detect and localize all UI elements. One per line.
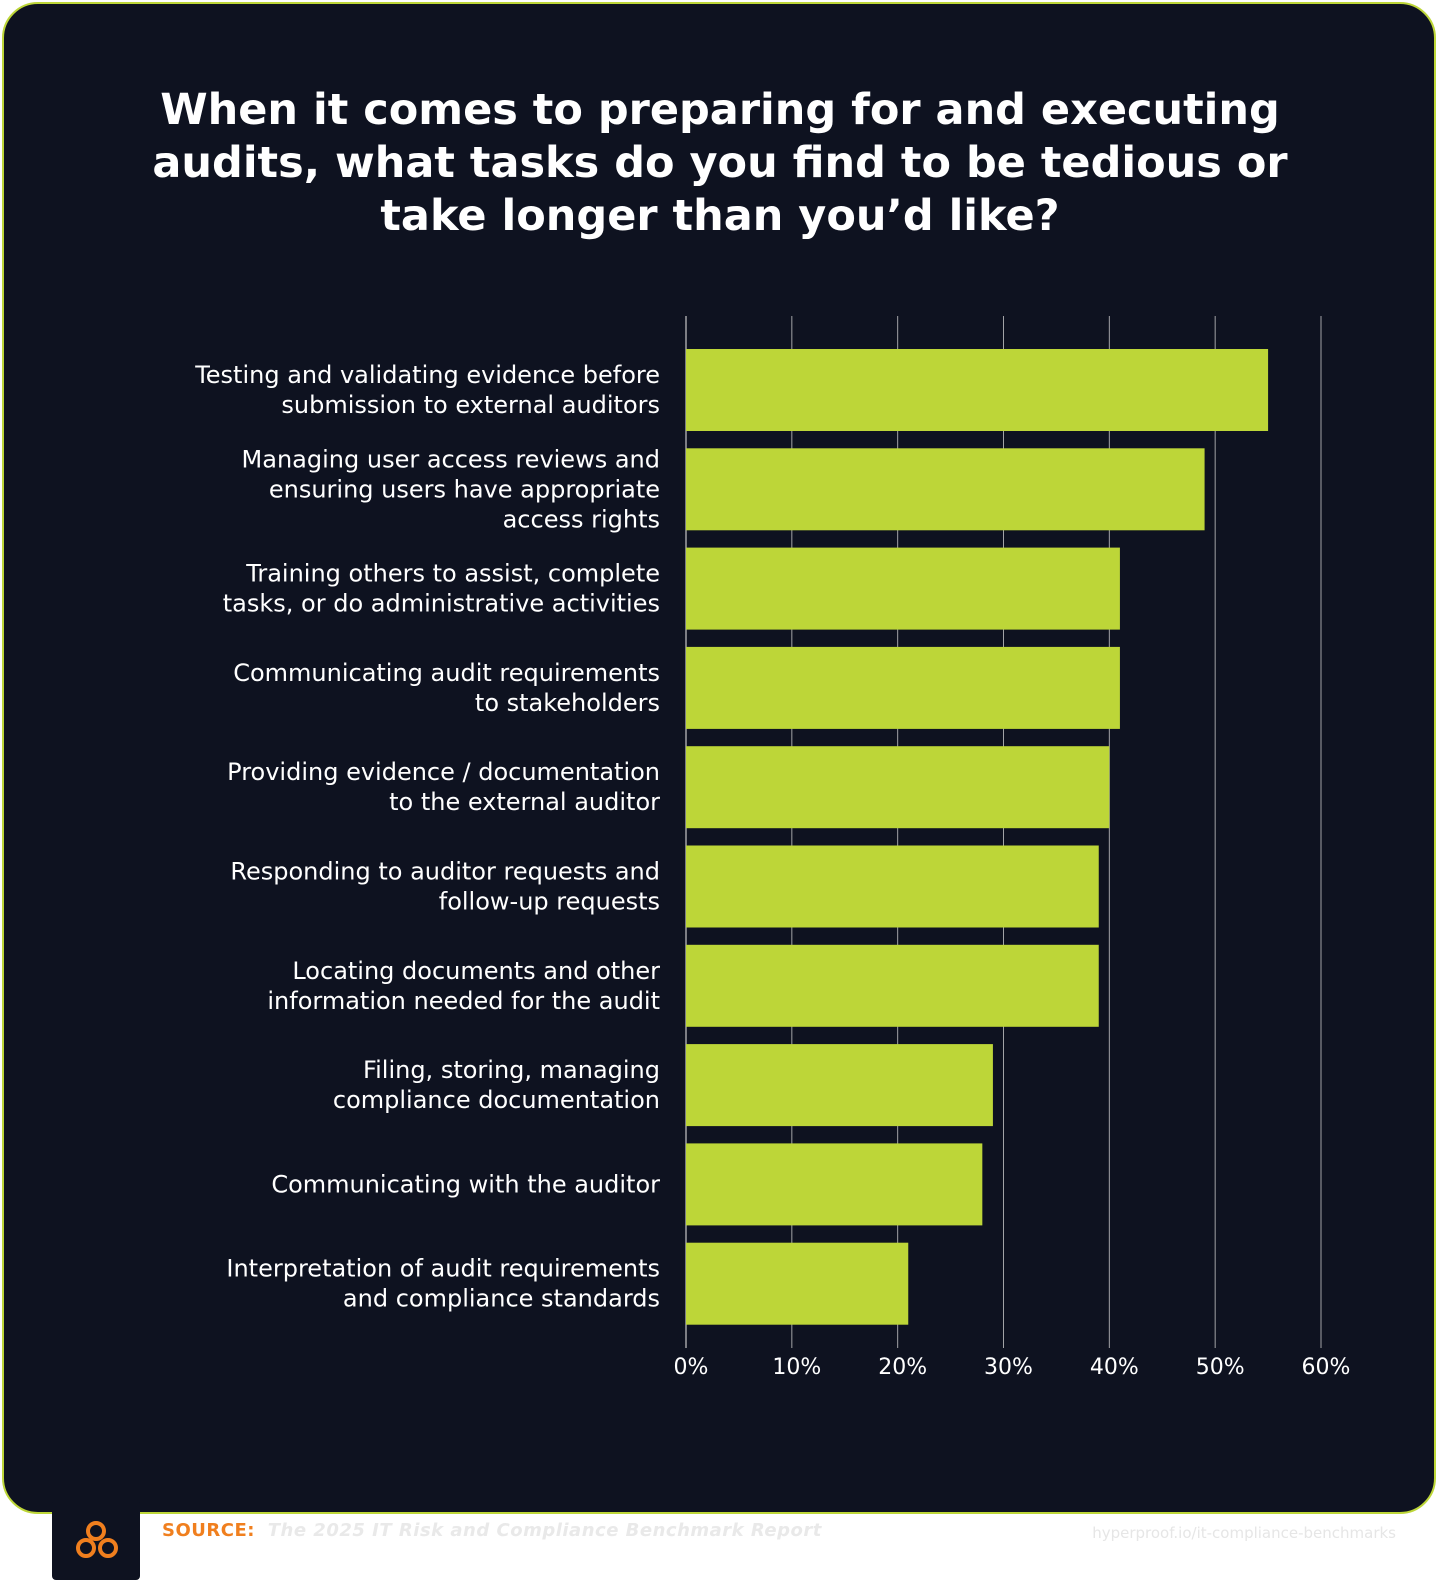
category-label-line: Locating documents and other	[292, 957, 660, 985]
category-label-line: Managing user access reviews and	[242, 445, 660, 473]
source-url: hyperproof.io/it-compliance-benchmarks	[1092, 1524, 1396, 1542]
category-label-line: ensuring users have appropriate	[269, 475, 660, 503]
x-tick-label: 30%	[984, 1355, 1033, 1380]
bar-chart: Testing and validating evidence before su…	[194, 316, 1351, 1380]
category-label-line: Filing, storing, managing	[363, 1056, 660, 1084]
category-label-line: and compliance standards	[343, 1285, 660, 1313]
category-label-line: Responding to auditor requests and	[230, 858, 660, 886]
x-tick-label: 20%	[878, 1355, 927, 1380]
category-label: Communicating audit requirements to stake…	[233, 659, 660, 717]
category-label: Interpretation of audit requirements and …	[226, 1255, 660, 1313]
hyperproof-logo	[52, 1500, 140, 1580]
bar	[686, 448, 1205, 531]
category-label: Training others to assist, complete tasks…	[223, 560, 660, 618]
x-tick-label: 50%	[1196, 1355, 1245, 1380]
bar	[686, 746, 1110, 829]
category-label-line: access rights	[503, 505, 660, 533]
category-label: Testing and validating evidence before su…	[194, 361, 660, 419]
category-label-line: compliance documentation	[333, 1086, 660, 1114]
category-label-line: to stakeholders	[475, 689, 660, 717]
bar	[686, 1044, 993, 1127]
bar	[686, 1143, 983, 1226]
category-label: Locating documents and other information …	[267, 957, 660, 1015]
category-label: Providing evidence / documentation to the…	[227, 758, 660, 816]
category-label-line: information needed for the audit	[267, 987, 660, 1015]
category-label: Responding to auditor requests and follow…	[230, 858, 660, 916]
bar	[686, 1242, 909, 1325]
category-label-line: to the external auditor	[389, 788, 660, 816]
x-tick-label: 60%	[1302, 1355, 1351, 1380]
bar	[686, 845, 1099, 928]
x-tick-label: 0%	[674, 1355, 709, 1380]
source-line: SOURCE: The 2025 IT Risk and Compliance …	[162, 1520, 822, 1541]
category-label-line: Training others to assist, complete	[245, 560, 660, 588]
x-tick-label: 10%	[772, 1355, 821, 1380]
chart-title: When it comes to preparing for and execu…	[152, 85, 1288, 241]
category-label-line: submission to external auditors	[281, 391, 660, 419]
category-label-line: Communicating audit requirements	[233, 659, 660, 687]
source-label: SOURCE:	[162, 1520, 255, 1541]
category-label-line: Interpretation of audit requirements	[226, 1255, 660, 1283]
bar	[686, 547, 1120, 630]
three-circles-logo-icon	[76, 1521, 118, 1558]
bar	[686, 944, 1099, 1027]
category-label: Managing user access reviews and ensuring…	[242, 445, 660, 533]
category-label-line: Testing and validating evidence before	[194, 361, 660, 389]
source-text: The 2025 IT Risk and Compliance Benchmar…	[267, 1520, 822, 1541]
category-label: Filing, storing, managing compliance docu…	[333, 1056, 660, 1114]
category-label-line: follow-up requests	[439, 888, 660, 916]
category-label-line: Providing evidence / documentation	[227, 758, 660, 786]
category-label-line: tasks, or do administrative activities	[223, 590, 660, 618]
bar	[686, 646, 1120, 729]
bar	[686, 349, 1269, 431]
category-label-line: Communicating with the auditor	[271, 1170, 660, 1198]
x-tick-label: 40%	[1090, 1355, 1139, 1380]
category-label: Communicating with the auditor	[271, 1170, 660, 1198]
